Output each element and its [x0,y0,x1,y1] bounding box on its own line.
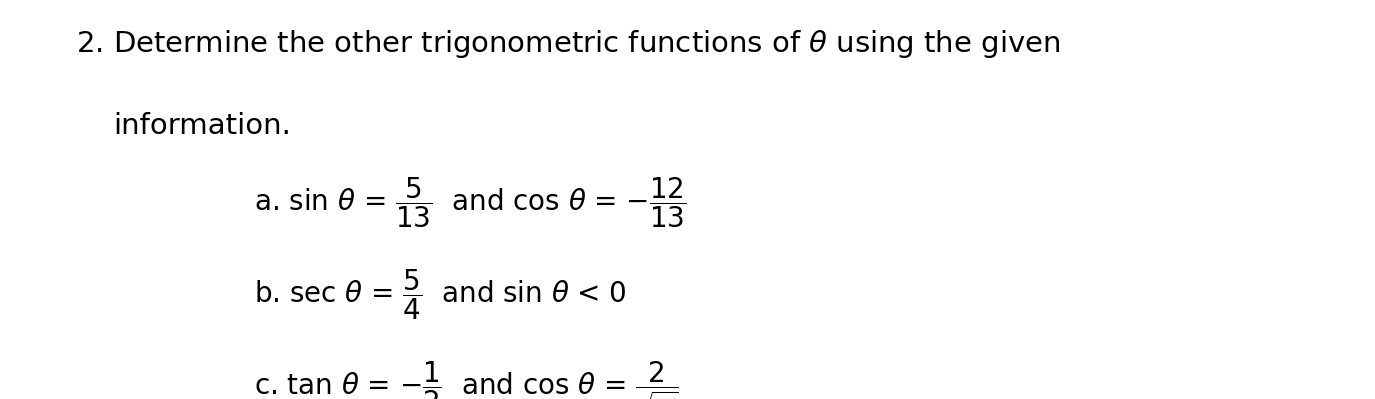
Text: c. tan $\theta$ = $-\dfrac{1}{2}$  and cos $\theta$ = $\dfrac{2}{\sqrt{5}}$: c. tan $\theta$ = $-\dfrac{1}{2}$ and co… [254,359,679,399]
Text: information.: information. [113,112,290,140]
Text: b. sec $\theta$ = $\dfrac{5}{4}$  and sin $\theta$ < 0: b. sec $\theta$ = $\dfrac{5}{4}$ and sin… [254,267,627,322]
Text: 2. Determine the other trigonometric functions of $\theta$ using the given: 2. Determine the other trigonometric fun… [76,28,1060,60]
Text: a. sin $\theta$ = $\dfrac{5}{13}$  and cos $\theta$ = $-\dfrac{12}{13}$: a. sin $\theta$ = $\dfrac{5}{13}$ and co… [254,176,688,230]
